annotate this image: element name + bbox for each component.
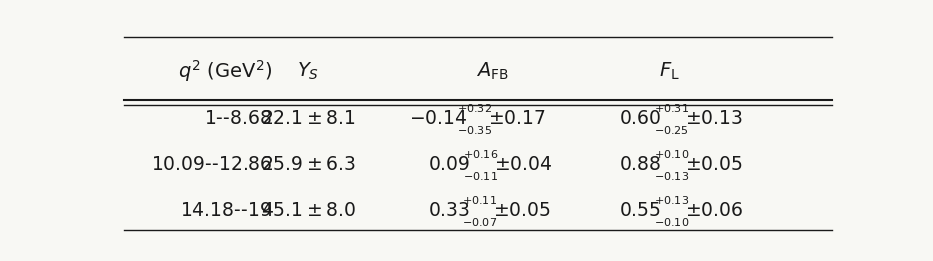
Text: $\pm 0.05$: $\pm 0.05$ <box>494 202 550 220</box>
Text: $0.55$: $0.55$ <box>620 202 661 220</box>
Text: $\pm 0.04$: $\pm 0.04$ <box>494 156 552 174</box>
Text: $0.88$: $0.88$ <box>620 156 661 174</box>
Text: $+0.16$: $+0.16$ <box>463 148 498 160</box>
Text: $q^{2}\ \mathrm{(GeV}^{2}\mathrm{)}$: $q^{2}\ \mathrm{(GeV}^{2}\mathrm{)}$ <box>178 58 272 85</box>
Text: $+0.10$: $+0.10$ <box>654 148 689 160</box>
Text: $-0.10$: $-0.10$ <box>654 216 689 228</box>
Text: $-0.11$: $-0.11$ <box>463 170 497 182</box>
Text: $14.18\text{--}19$: $14.18\text{--}19$ <box>180 202 272 220</box>
Text: $A_{\mathrm{FB}}$: $A_{\mathrm{FB}}$ <box>477 61 508 82</box>
Text: $\pm 0.13$: $\pm 0.13$ <box>685 110 743 128</box>
Text: $45.1 \pm 8.0$: $45.1 \pm 8.0$ <box>260 202 355 220</box>
Text: $+0.13$: $+0.13$ <box>654 194 689 206</box>
Text: $\pm 0.17$: $\pm 0.17$ <box>488 110 546 128</box>
Text: $\pm 0.06$: $\pm 0.06$ <box>685 202 743 220</box>
Text: $F_{\mathrm{L}}$: $F_{\mathrm{L}}$ <box>660 61 680 82</box>
Text: $0.33$: $0.33$ <box>427 202 469 220</box>
Text: $-0.07$: $-0.07$ <box>463 216 497 228</box>
Text: $+0.11$: $+0.11$ <box>463 194 497 206</box>
Text: $-0.25$: $-0.25$ <box>654 124 689 136</box>
Text: $25.9 \pm 6.3$: $25.9 \pm 6.3$ <box>260 156 355 174</box>
Text: $0.09$: $0.09$ <box>427 156 470 174</box>
Text: $-0.35$: $-0.35$ <box>457 124 492 136</box>
Text: $1\text{--}8.68$: $1\text{--}8.68$ <box>204 110 272 128</box>
Text: $10.09\text{--}12.86$: $10.09\text{--}12.86$ <box>151 156 272 174</box>
Text: $Y_{S}$: $Y_{S}$ <box>298 61 319 82</box>
Text: $22.1 \pm 8.1$: $22.1 \pm 8.1$ <box>261 110 355 128</box>
Text: $0.60$: $0.60$ <box>620 110 661 128</box>
Text: $\pm 0.05$: $\pm 0.05$ <box>685 156 743 174</box>
Text: $+0.31$: $+0.31$ <box>654 102 689 114</box>
Text: $+0.32$: $+0.32$ <box>457 102 492 114</box>
Text: $-0.14$: $-0.14$ <box>410 110 468 128</box>
Text: $-0.13$: $-0.13$ <box>654 170 689 182</box>
